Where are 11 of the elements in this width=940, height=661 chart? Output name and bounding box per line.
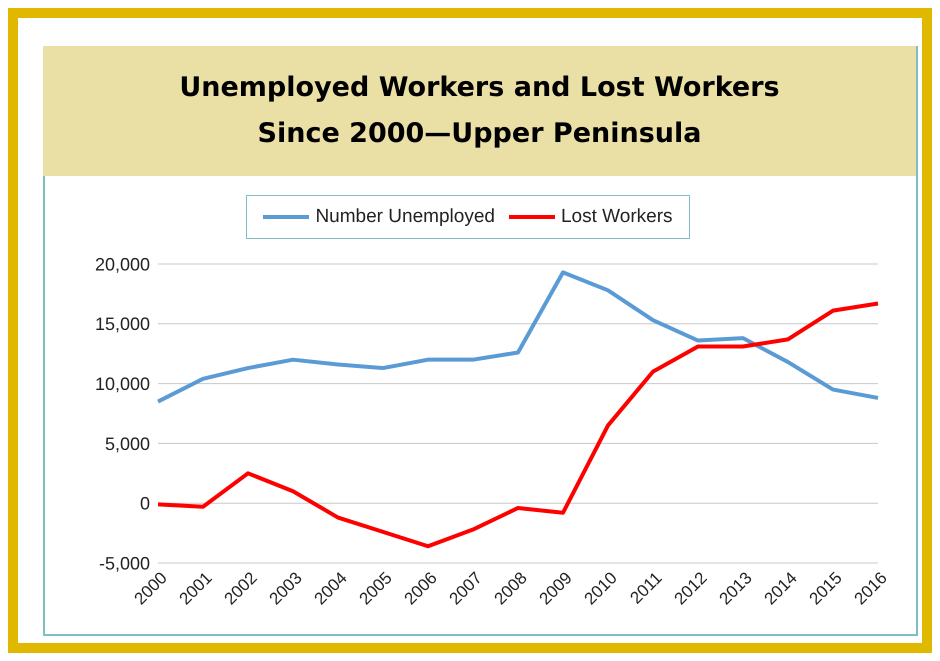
y-tick-label: 5,000 — [104, 434, 150, 454]
line-series — [156, 270, 880, 404]
y-tick-label: 10,000 — [94, 374, 150, 394]
y-tick-label: -5,000 — [98, 553, 150, 574]
y-tick-label: 20,000 — [94, 254, 150, 274]
chart-title: Unemployed Workers and Lost Workers Since 2000—Upper Peninsula — [179, 71, 780, 151]
y-tick-label: 15,000 — [94, 314, 150, 334]
legend-label: Lost Workers — [560, 206, 673, 228]
line-series — [156, 301, 880, 548]
y-tick-label: 0 — [140, 494, 150, 514]
legend-label: Number Unemployed — [315, 206, 495, 228]
